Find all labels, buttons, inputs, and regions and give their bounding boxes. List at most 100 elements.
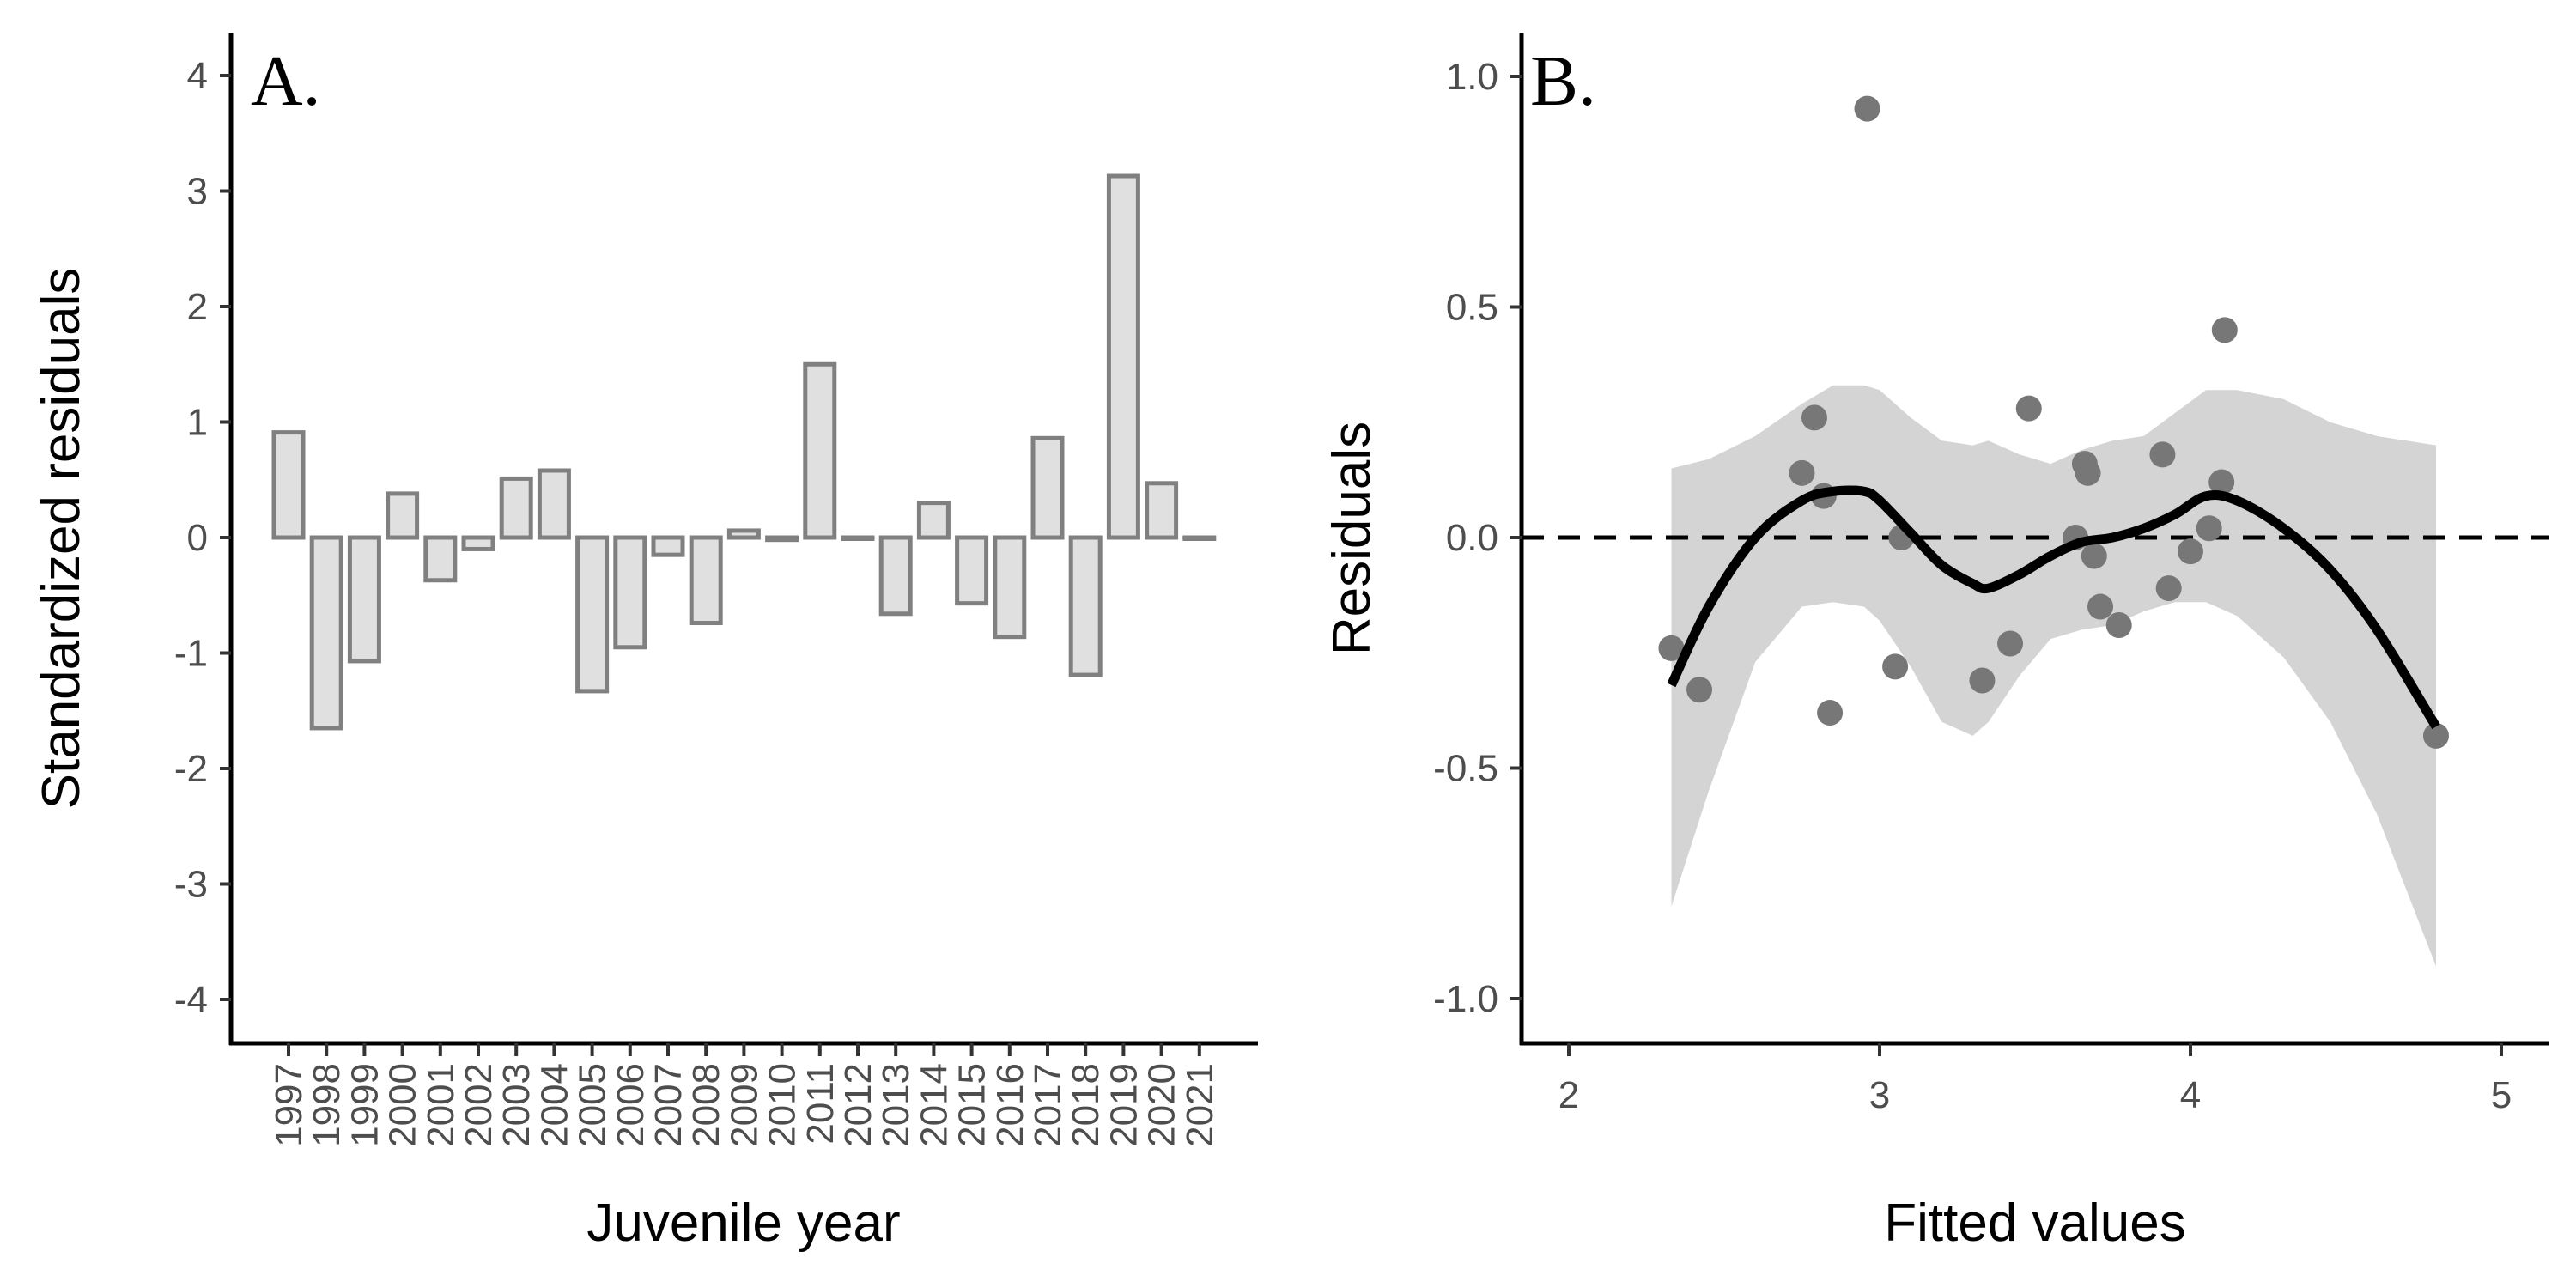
y-tick-label: 2 [187,286,208,328]
panel-a-y-axis-title: Standardized residuals [32,268,91,810]
data-point [2087,593,2114,620]
bar-2006 [613,535,647,650]
x-tick-label: 2006 [610,1063,652,1147]
y-tick-label: 3 [187,171,208,213]
bar-2005 [575,535,610,694]
y-tick-label: -4 [174,979,208,1021]
panel-a-y-ticks: 4 3 2 1 0 -1 -2 -3 -4 [174,55,231,1021]
bar-2003 [499,476,533,540]
x-tick-label: 5 [2491,1074,2512,1116]
x-tick-label: 2 [1558,1074,1579,1116]
data-point [2081,543,2107,569]
x-tick-label: 2018 [1065,1063,1107,1147]
bar-2015 [955,535,989,606]
x-tick-label: 2009 [723,1063,765,1147]
bar-2007 [651,535,685,557]
data-point [2105,612,2132,639]
panel-b-x-ticks: 2 3 4 5 [1558,1043,2512,1116]
panel-a-label: A. [251,41,321,121]
panel-a-x-ticks: 1997199819992000200120022003200420052006… [268,1043,1221,1147]
bar-2004 [537,468,571,540]
y-tick-label: 0.0 [1446,517,1498,559]
x-tick-label: 2019 [1103,1063,1145,1147]
panel-a-x-axis-title: Juvenile year [586,1194,900,1253]
data-point [1882,653,1909,680]
x-tick-label: 2014 [913,1063,955,1147]
bar-2021 [1182,535,1217,541]
bar-2013 [878,535,913,617]
x-tick-label: 2002 [458,1063,500,1147]
bar-2020 [1145,481,1179,540]
x-tick-label: 2004 [533,1063,575,1147]
x-tick-label: 1997 [268,1063,310,1147]
x-tick-label: 2016 [989,1063,1031,1147]
x-tick-label: 2008 [685,1063,727,1147]
bar-2008 [689,535,723,626]
y-tick-label: 1.0 [1446,56,1498,98]
bar-2012 [841,535,875,541]
x-tick-label: 1999 [343,1063,386,1147]
data-point [1997,630,2024,657]
x-tick-label: 2021 [1179,1063,1221,1147]
bar-2017 [1030,435,1065,540]
data-point [1789,459,1815,486]
panel-b-y-ticks: 1.0 0.5 0.0 -0.5 -1.0 [1433,56,1522,1020]
y-tick-label: 4 [187,55,208,97]
panel-b-y-axis-title: Residuals [1322,422,1382,655]
panel-a-bars [271,173,1217,731]
data-point [1801,404,1827,431]
x-tick-label: 2010 [762,1063,804,1147]
y-tick-label: -3 [174,864,208,906]
y-tick-label: 1 [187,402,208,444]
y-tick-label: 0.5 [1446,287,1498,329]
bar-2018 [1068,535,1103,677]
data-point [2155,575,2182,602]
x-tick-label: 1998 [306,1063,348,1147]
panel-b-x-axis-title: Fitted values [1884,1194,2186,1253]
y-tick-label: -1 [174,633,208,675]
x-tick-label: 2005 [572,1063,614,1147]
x-tick-label: 2011 [799,1063,841,1145]
bar-1998 [309,535,343,731]
y-tick-label: -1.0 [1433,978,1498,1020]
x-tick-label: 2020 [1141,1063,1183,1147]
data-point [2178,538,2203,565]
bar-2002 [461,535,495,551]
bar-2016 [993,535,1027,640]
data-point [1854,95,1880,122]
bar-2014 [916,501,951,540]
data-point [2075,459,2101,486]
data-point [2149,441,2176,468]
x-tick-label: 2000 [382,1063,424,1147]
panel-b-smooth-line [1667,485,2440,730]
data-point [1817,700,1844,726]
y-tick-label: 0 [187,517,208,559]
data-point [1969,667,1996,694]
data-point [2422,722,2449,749]
bar-1997 [271,430,306,540]
x-tick-label: 2003 [495,1063,538,1147]
bar-2009 [726,528,761,540]
data-point [2196,515,2222,542]
bar-2010 [765,535,799,543]
panel-b-confidence-band [1671,385,2436,967]
x-tick-label: 2012 [837,1063,879,1147]
x-tick-label: 3 [1869,1074,1890,1116]
bar-2001 [423,535,458,583]
data-point [1658,635,1685,661]
x-tick-label: 4 [2180,1074,2201,1116]
bar-2011 [803,361,837,540]
x-tick-label: 2007 [647,1063,690,1147]
bar-2019 [1106,173,1140,540]
panel-b-label: B. [1530,41,1596,121]
x-tick-label: 2001 [420,1063,462,1147]
data-point [2211,317,2238,343]
x-tick-label: 2013 [875,1063,917,1147]
bar-1999 [347,535,381,664]
data-point [2015,395,2042,422]
x-tick-label: 2015 [951,1063,993,1147]
data-point [1686,677,1713,703]
